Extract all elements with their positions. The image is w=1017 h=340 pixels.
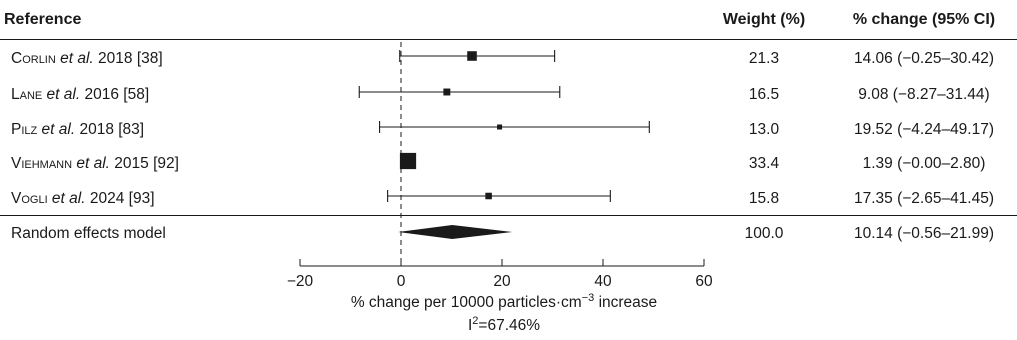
summary-diamond <box>398 225 513 239</box>
study-point-estimate <box>497 124 503 130</box>
study-ci-text: 14.06 (−0.25–30.42) <box>854 50 994 67</box>
i2-superscript: 2 <box>472 315 478 327</box>
plot-marks <box>358 42 650 262</box>
study-author: Vogli <box>11 190 48 207</box>
study-year: 2018 [38] <box>94 50 163 67</box>
header-weight: Weight (%) <box>723 11 805 28</box>
summary-row: Random effects model 100.0 10.14 (−0.56–… <box>11 225 994 242</box>
study-weight: 13.0 <box>749 121 780 138</box>
i2-value: =67.46% <box>478 317 540 334</box>
study-ci-text: 17.35 (−2.65–41.45) <box>854 190 994 207</box>
study-rows: Corlin et al. 2018 [38] 21.3 14.06 (−0.2… <box>11 50 994 242</box>
study-label: Lane et al. 2016 [58] <box>11 86 149 103</box>
study-year: 2018 [83] <box>75 121 144 138</box>
study-ci-text: 9.08 (−8.27–31.44) <box>858 86 989 103</box>
study-row: Corlin et al. 2018 [38] 21.3 14.06 (−0.2… <box>11 50 994 67</box>
x-axis-label: % change per 10000 particles·cm−3 increa… <box>351 292 657 311</box>
header-ci: % change (95% CI) <box>853 11 995 28</box>
study-ci-text: 19.52 (−4.24–49.17) <box>854 121 994 138</box>
header-reference: Reference <box>4 11 81 28</box>
study-etal: et al. <box>48 190 86 207</box>
summary-label: Random effects model <box>11 225 166 242</box>
heterogeneity-stat: I2=67.46% <box>468 315 540 334</box>
study-etal: et al. <box>56 50 94 67</box>
x-axis-label-exponent: −3 <box>582 292 595 304</box>
study-author: Viehmann <box>11 155 72 172</box>
study-label: Vogli et al. 2024 [93] <box>11 190 155 207</box>
study-author: Corlin <box>11 50 56 67</box>
summary-ci-text: 10.14 (−0.56–21.99) <box>854 225 994 242</box>
study-etal: et al. <box>72 155 110 172</box>
study-weight: 21.3 <box>749 50 779 67</box>
study-author: Pilz <box>11 121 38 138</box>
x-axis-tick-label: 60 <box>695 273 713 290</box>
study-label: Viehmann et al. 2015 [92] <box>11 155 179 172</box>
study-weight: 16.5 <box>749 86 779 103</box>
study-row: Vogli et al. 2024 [93] 15.8 17.35 (−2.65… <box>11 190 994 207</box>
study-year: 2016 [58] <box>80 86 149 103</box>
study-point-estimate <box>443 88 451 96</box>
study-point-estimate <box>485 192 492 200</box>
x-axis-label-text: % change per 10000 particles·cm <box>351 294 582 311</box>
x-axis: −20 0 20 40 60 <box>287 259 713 290</box>
x-axis-label-suffix: increase <box>594 294 657 311</box>
study-weight: 15.8 <box>749 190 779 207</box>
x-axis-tick-label: 40 <box>594 273 612 290</box>
study-etal: et al. <box>37 121 75 138</box>
study-year: 2024 [93] <box>86 190 155 207</box>
study-point-estimate <box>399 152 417 170</box>
study-label: Corlin et al. 2018 [38] <box>11 50 163 67</box>
x-axis-tick-label: 0 <box>397 273 406 290</box>
study-row: Lane et al. 2016 [58] 16.5 9.08 (−8.27–3… <box>11 86 990 103</box>
i2-letter: I <box>468 317 472 334</box>
study-label: Pilz et al. 2018 [83] <box>11 121 144 138</box>
study-weight: 33.4 <box>749 155 780 172</box>
study-year: 2015 [92] <box>110 155 179 172</box>
study-point-estimate <box>467 51 477 61</box>
summary-weight: 100.0 <box>745 225 784 242</box>
study-row: Viehmann et al. 2015 [92] 33.4 1.39 (−0.… <box>11 155 985 172</box>
study-etal: et al. <box>42 86 80 103</box>
x-axis-tick-label: 20 <box>493 273 511 290</box>
x-axis-tick-label: −20 <box>287 273 314 290</box>
study-author: Lane <box>11 86 42 103</box>
study-ci-text: 1.39 (−0.00–2.80) <box>863 155 986 172</box>
study-row: Pilz et al. 2018 [83] 13.0 19.52 (−4.24–… <box>11 121 994 138</box>
